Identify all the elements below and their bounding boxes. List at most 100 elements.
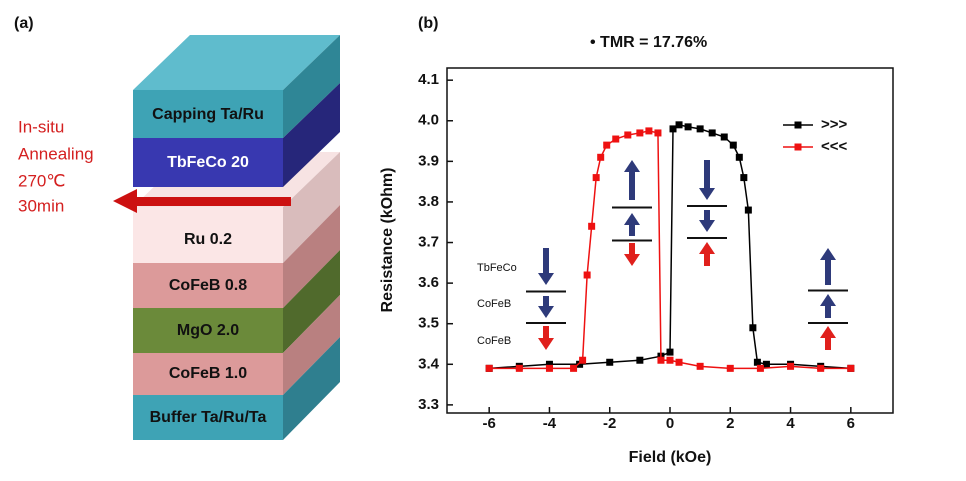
layer-side (283, 250, 340, 353)
moment-arrow (820, 326, 836, 350)
data-point (735, 153, 743, 161)
data-point (726, 364, 734, 372)
moment-arrow (820, 248, 836, 285)
data-point (545, 360, 553, 368)
layer-side (283, 205, 340, 308)
data-point (576, 360, 584, 368)
annotation: In-situ (18, 117, 64, 136)
data-point (570, 364, 578, 372)
moment-arrow (699, 210, 715, 232)
layer (133, 90, 283, 138)
chart-title: • TMR = 17.76% (590, 34, 707, 51)
panel-label: (a) (14, 15, 34, 32)
data-point (624, 131, 632, 139)
x-tick-label: 6 (847, 415, 855, 432)
layer-label: MgO 2.0 (177, 322, 239, 339)
x-tick-label: 0 (666, 415, 674, 432)
data-point (696, 125, 704, 133)
moment-arrow (699, 160, 715, 200)
data-point (636, 356, 644, 364)
layer-side (283, 152, 340, 263)
annotation: 270℃ (18, 171, 65, 190)
annotation: 30min (18, 196, 64, 215)
y-tick-label: 3.5 (418, 315, 439, 332)
anneal-arrow (135, 197, 291, 206)
layer (133, 138, 283, 187)
data-point (675, 121, 683, 129)
y-tick-label: 4.0 (418, 112, 439, 129)
moment-arrow (538, 248, 554, 285)
legend-swatch (794, 143, 802, 151)
data-point (515, 364, 523, 372)
data-point (545, 364, 553, 372)
y-tick-label: 3.7 (418, 233, 439, 250)
moment-arrow (624, 160, 640, 200)
y-tick-label: 3.8 (418, 193, 439, 210)
data-point (654, 129, 662, 137)
data-point (762, 360, 770, 368)
layer-side (283, 295, 340, 395)
data-point (603, 141, 611, 149)
x-tick-label: -2 (603, 415, 616, 432)
data-point (485, 364, 493, 372)
data-point (636, 129, 644, 137)
anneal-arrow (113, 189, 137, 213)
x-axis-label: Field (kOe) (629, 449, 712, 466)
layer-side (283, 337, 340, 440)
legend-label: >>> (821, 116, 848, 133)
data-point (720, 133, 728, 141)
layer (133, 207, 283, 263)
layer-label: TbFeCo 20 (167, 154, 249, 171)
x-tick-label: 4 (786, 415, 795, 432)
data-point (847, 364, 855, 372)
data-point (787, 362, 795, 370)
layer-label: Capping Ta/Ru (152, 106, 264, 123)
panel-label: (b) (418, 15, 438, 32)
inset-label: TbFeCo (477, 262, 517, 274)
moment-arrow (538, 296, 554, 318)
data-point (675, 358, 683, 366)
y-tick-label: 3.4 (418, 355, 440, 372)
layer (133, 263, 283, 308)
layer-label: CoFeB 1.0 (169, 365, 247, 382)
data-point (588, 222, 596, 230)
data-point (740, 174, 748, 182)
data-point (817, 364, 825, 372)
x-tick-label: 2 (726, 415, 734, 432)
moment-arrow (624, 213, 640, 236)
x-tick-label: -4 (543, 415, 557, 432)
data-point (684, 123, 692, 131)
y-tick-label: 3.3 (418, 396, 439, 413)
moment-arrow (699, 242, 715, 266)
layer-label: CoFeB 0.8 (169, 277, 247, 294)
legend-label: <<< (821, 138, 848, 155)
data-point (744, 206, 752, 214)
inset-label: CoFeB (477, 298, 511, 310)
data-point (645, 127, 653, 135)
layer-side (283, 35, 340, 138)
layer (133, 395, 283, 440)
y-tick-label: 3.6 (418, 274, 439, 291)
data-point (696, 362, 704, 370)
data-point (579, 356, 587, 364)
data-point (729, 141, 737, 149)
moment-arrow (624, 243, 640, 266)
legend-swatch (794, 121, 802, 129)
y-tick-label: 3.9 (418, 152, 439, 169)
moment-arrow (538, 326, 554, 350)
data-point (657, 356, 665, 364)
layer (133, 308, 283, 353)
data-point (612, 135, 620, 143)
data-point (606, 358, 614, 366)
data-point (708, 129, 716, 137)
annotation: Annealing (18, 144, 94, 163)
moment-arrow (820, 294, 836, 318)
data-point (753, 358, 761, 366)
x-tick-label: -6 (483, 415, 496, 432)
data-point (669, 125, 677, 133)
data-point (592, 174, 600, 182)
layer-label: Buffer Ta/Ru/Ta (150, 409, 267, 426)
data-point (666, 356, 674, 364)
y-tick-label: 4.1 (418, 71, 439, 88)
